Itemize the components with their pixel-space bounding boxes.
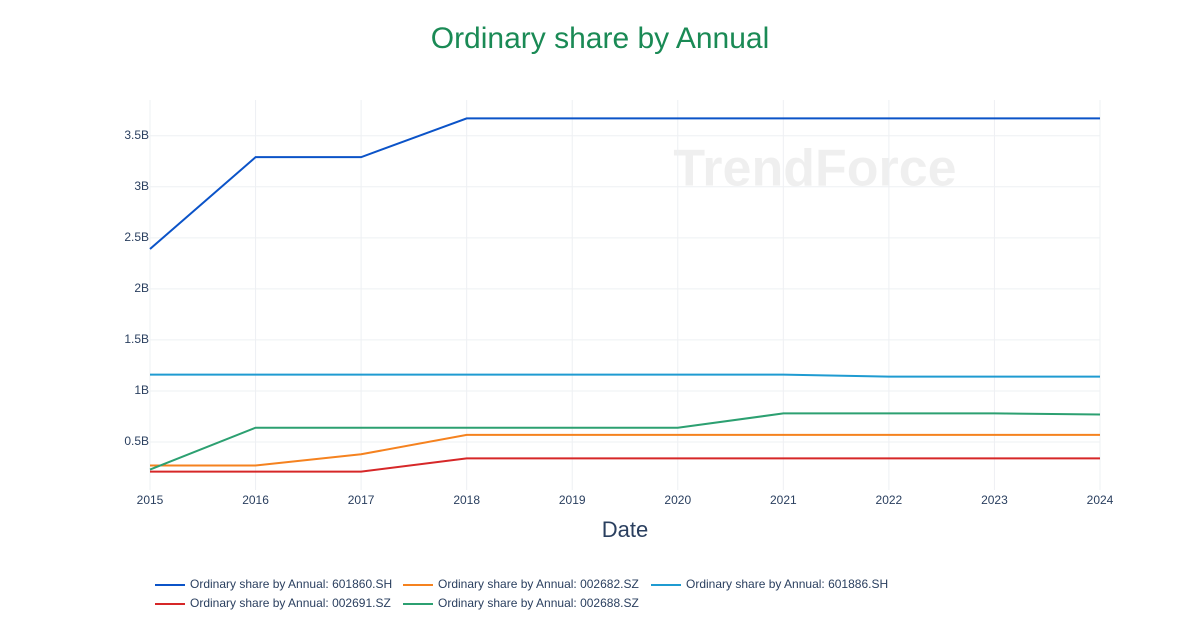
x-tick-label: 2019 bbox=[559, 493, 586, 507]
legend-label: Ordinary share by Annual: 002682.SZ bbox=[438, 577, 639, 591]
legend-label: Ordinary share by Annual: 601886.SH bbox=[686, 577, 888, 591]
series-line bbox=[149, 412, 1101, 471]
x-tick-label: 2024 bbox=[1087, 493, 1114, 507]
series-line bbox=[150, 373, 1100, 378]
legend-label: Ordinary share by Annual: 002688.SZ bbox=[438, 596, 639, 610]
x-tick-label: 2020 bbox=[664, 493, 691, 507]
y-tick-label: 3B bbox=[134, 179, 149, 193]
series-line bbox=[150, 457, 1100, 473]
legend-label: Ordinary share by Annual: 002691.SZ bbox=[190, 596, 391, 610]
legend-label: Ordinary share by Annual: 601860.SH bbox=[190, 577, 392, 591]
x-tick-label: 2016 bbox=[242, 493, 269, 507]
watermark: TrendForce bbox=[673, 140, 956, 198]
series-line bbox=[150, 433, 1100, 467]
y-tick-label: 0.5B bbox=[124, 434, 149, 448]
x-tick-label: 2021 bbox=[770, 493, 797, 507]
chart-title: Ordinary share by Annual bbox=[431, 22, 770, 55]
x-tick-label: 2017 bbox=[348, 493, 375, 507]
x-tick-label: 2018 bbox=[453, 493, 480, 507]
y-tick-label: 1.5B bbox=[124, 332, 149, 346]
series-line bbox=[149, 117, 1100, 250]
y-tick-label: 1B bbox=[134, 383, 149, 397]
y-tick-label: 2B bbox=[134, 281, 149, 295]
x-tick-label: 2022 bbox=[876, 493, 903, 507]
x-tick-label: 2015 bbox=[137, 493, 164, 507]
x-tick-label: 2023 bbox=[981, 493, 1008, 507]
x-axis-title: Date bbox=[602, 517, 648, 542]
y-tick-label: 2.5B bbox=[124, 230, 149, 244]
y-tick-label: 3.5B bbox=[124, 128, 149, 142]
